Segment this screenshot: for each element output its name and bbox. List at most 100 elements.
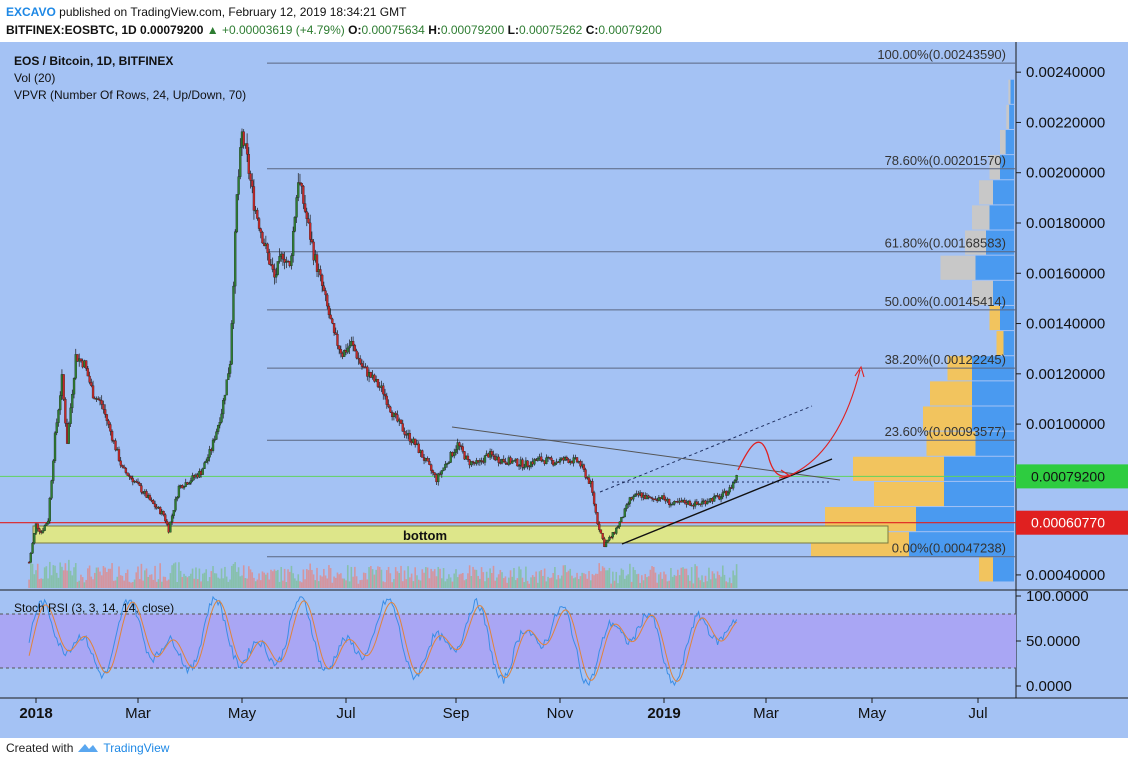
- volume-bar: [152, 579, 155, 588]
- volume-bar: [637, 573, 640, 588]
- candle-body: [433, 472, 436, 476]
- candle-body: [645, 495, 649, 500]
- volume-bar: [412, 581, 415, 588]
- candle-body: [119, 460, 122, 466]
- volume-bar: [618, 575, 621, 588]
- candle-body: [117, 449, 121, 461]
- time-tick-label: Jul: [968, 705, 987, 722]
- volume-bar: [713, 573, 715, 588]
- volume-bar: [43, 567, 46, 588]
- volume-bar: [716, 571, 719, 588]
- candle-body: [276, 261, 279, 275]
- volume-bar: [683, 568, 686, 588]
- volume-bar: [378, 566, 381, 588]
- candle-body: [572, 457, 575, 464]
- volume-bar: [588, 571, 590, 588]
- volume-bar: [666, 581, 669, 588]
- volume-bar: [74, 563, 77, 588]
- volume-bar: [671, 576, 674, 588]
- volume-bar: [439, 568, 441, 588]
- candle-body: [312, 241, 315, 261]
- candle-body: [29, 553, 32, 563]
- candle-body: [594, 503, 597, 513]
- volume-bar: [625, 575, 628, 588]
- candle-body: [91, 385, 95, 399]
- volume-bar: [123, 580, 125, 588]
- volume-bar: [104, 567, 106, 588]
- candle-body: [533, 459, 536, 465]
- volume-bar: [389, 573, 392, 588]
- volume-bar: [354, 566, 356, 588]
- volume-bar: [287, 569, 289, 588]
- volume-bar: [444, 581, 447, 588]
- candle-body: [331, 318, 334, 324]
- volume-bar: [64, 563, 67, 588]
- candle-body: [109, 424, 112, 432]
- candle-body: [97, 398, 100, 400]
- candle-body: [50, 480, 53, 499]
- volume-bar: [537, 582, 539, 588]
- tradingview-logo-icon: [78, 744, 99, 752]
- candle-body: [257, 218, 261, 229]
- candle-body: [396, 414, 399, 422]
- volume-bar: [304, 579, 306, 588]
- candle-body: [114, 440, 117, 451]
- volume-bar: [370, 565, 372, 588]
- volume-bar: [400, 565, 402, 588]
- author-name[interactable]: EXCAVO: [6, 5, 56, 19]
- fibonacci-levels: 100.00%(0.00243590) 78.60%(0.00201570) 61.…: [267, 47, 1016, 558]
- volume-bar: [519, 569, 522, 588]
- volume-bar: [366, 579, 369, 588]
- candle-body: [278, 256, 281, 262]
- volume-bar: [622, 569, 624, 588]
- vpvr-up-bar: [993, 557, 1014, 582]
- volume-bar: [732, 570, 734, 588]
- vpvr-down-bar: [1006, 104, 1010, 129]
- candle-body: [329, 314, 332, 320]
- volume-bar: [462, 573, 464, 588]
- footer-tradingview[interactable]: TradingView: [103, 741, 170, 755]
- candle-body: [616, 526, 620, 529]
- candle-body: [716, 495, 719, 497]
- volume-bar: [489, 568, 491, 588]
- volume-bar: [690, 567, 693, 588]
- candle-body: [297, 182, 300, 198]
- candle-body: [385, 395, 388, 405]
- candle-body: [225, 379, 228, 396]
- candle-body: [298, 182, 302, 184]
- volume-bar: [377, 566, 379, 588]
- volume-bar: [410, 573, 413, 588]
- volume-bar: [577, 579, 580, 588]
- candle-body: [309, 222, 312, 240]
- volume-bar: [203, 572, 206, 588]
- volume-bar: [441, 578, 443, 588]
- volume-bar: [78, 580, 81, 588]
- volume-bar: [265, 574, 267, 588]
- volume-bar: [596, 573, 599, 588]
- candle-body: [598, 523, 601, 530]
- volume-bar: [620, 568, 623, 588]
- volume-bar: [373, 574, 376, 588]
- candle-body: [392, 412, 396, 418]
- volume-bar: [319, 575, 322, 588]
- volume-bar: [69, 570, 72, 588]
- candle-body: [274, 274, 278, 278]
- candle-body: [152, 500, 155, 505]
- volume-bar: [277, 569, 279, 588]
- volume-bar: [137, 566, 139, 588]
- volume-bar: [49, 561, 51, 588]
- volume-bar: [345, 580, 347, 588]
- time-tick-label: May: [228, 705, 257, 722]
- volume-bar: [171, 565, 173, 588]
- candle-body: [164, 514, 167, 522]
- volume-bar: [38, 579, 41, 588]
- price-chart[interactable]: 100.00%(0.00243590) 78.60%(0.00201570) 61.…: [0, 42, 1128, 738]
- candle-body: [382, 385, 385, 395]
- candles: [27, 128, 738, 564]
- close-label: C:: [585, 23, 599, 37]
- candle-body: [57, 409, 60, 423]
- volume-bar: [663, 571, 665, 588]
- volume-bar: [107, 568, 110, 588]
- stoch-rsi-d-line: [28, 600, 737, 682]
- volume-bar: [227, 581, 230, 588]
